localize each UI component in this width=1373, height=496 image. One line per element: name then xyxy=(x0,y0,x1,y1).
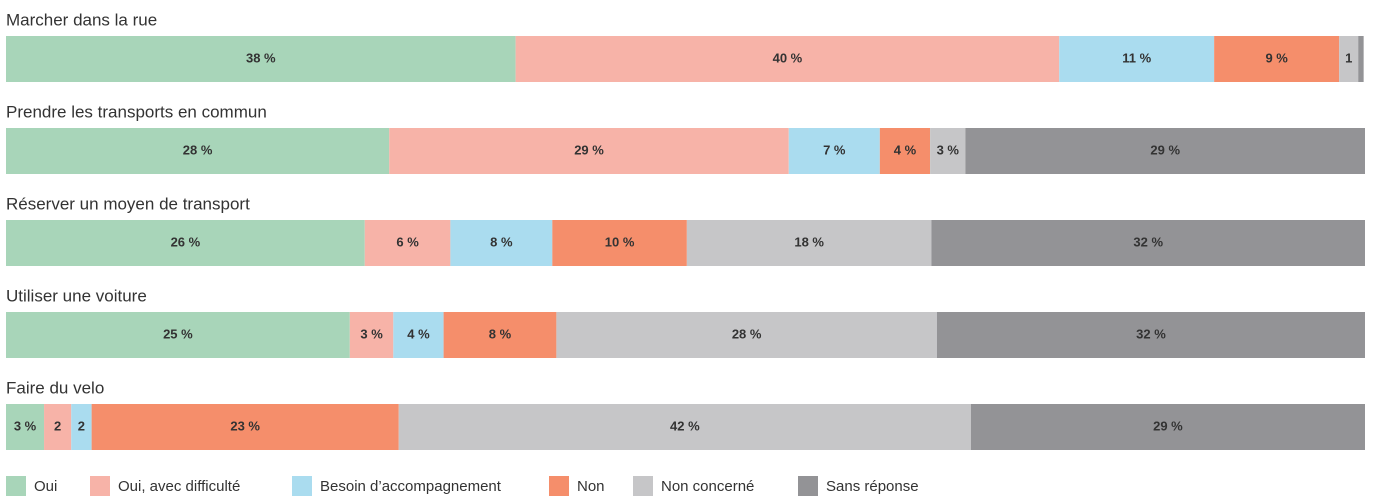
legend-swatch xyxy=(292,476,312,496)
data-label: 42 % xyxy=(670,418,700,433)
bar-segment xyxy=(44,404,72,450)
data-label: 7 % xyxy=(823,142,846,157)
bar-segment xyxy=(6,312,350,358)
legend-swatch xyxy=(633,476,653,496)
bar-segment xyxy=(965,128,1365,174)
bar-segment xyxy=(930,128,966,174)
data-label: 29 % xyxy=(1153,418,1183,433)
bar-segment xyxy=(788,128,880,174)
bar-segment xyxy=(6,404,45,450)
data-label: 1 xyxy=(1345,50,1352,65)
data-label: 18 % xyxy=(794,234,824,249)
bar-segment xyxy=(6,128,390,174)
bar-segment xyxy=(515,36,1060,82)
bar-segment xyxy=(552,220,687,266)
row-label: Faire du velo xyxy=(6,378,104,397)
row-label: Utiliser une voiture xyxy=(6,286,147,305)
bar-segment xyxy=(349,312,394,358)
bar-segment xyxy=(6,220,365,266)
bar-segment xyxy=(936,312,1365,358)
bar-segment xyxy=(1059,36,1215,82)
bar-segment xyxy=(6,36,516,82)
bar-segment xyxy=(389,128,789,174)
data-label: 4 % xyxy=(894,142,917,157)
data-label: 40 % xyxy=(773,50,803,65)
legend-swatch xyxy=(6,476,26,496)
data-label: 6 % xyxy=(396,234,419,249)
data-label: 28 % xyxy=(732,326,762,341)
row-label: Réserver un moyen de transport xyxy=(6,194,250,213)
bar-segment xyxy=(91,404,399,450)
legend-swatch xyxy=(549,476,569,496)
legend-label: Oui xyxy=(34,478,57,495)
data-label: 3 % xyxy=(937,142,960,157)
data-label: 23 % xyxy=(230,418,260,433)
data-label: 11 % xyxy=(1122,50,1151,65)
bar-segment xyxy=(879,128,931,174)
bar-segment xyxy=(71,404,92,450)
bar-segment xyxy=(931,220,1365,266)
legend-label: Non concerné xyxy=(661,478,754,495)
bar-segment xyxy=(1214,36,1340,82)
row-label: Prendre les transports en commun xyxy=(6,102,267,121)
data-label: 2 xyxy=(78,418,85,433)
legend-swatch xyxy=(798,476,818,496)
bar-segment xyxy=(393,312,444,358)
data-label: 3 % xyxy=(14,418,37,433)
bar-segment xyxy=(970,404,1365,450)
data-label: 32 % xyxy=(1136,326,1166,341)
data-label: 28 % xyxy=(183,142,213,157)
bar-segment xyxy=(686,220,932,266)
legend-label: Besoin d’accompagnement xyxy=(320,478,502,495)
data-label: 10 % xyxy=(605,234,635,249)
data-label: 2 xyxy=(54,418,61,433)
bar-segment xyxy=(398,404,971,450)
legend-label: Non xyxy=(577,478,605,495)
data-label: 26 % xyxy=(171,234,201,249)
legend-label: Oui, avec difficulté xyxy=(118,478,240,495)
data-label: 8 % xyxy=(490,234,513,249)
data-label: 29 % xyxy=(574,142,604,157)
bar-segment xyxy=(450,220,553,266)
legend-swatch xyxy=(90,476,110,496)
data-label: 29 % xyxy=(1150,142,1180,157)
bar-segment xyxy=(364,220,451,266)
legend-label: Sans réponse xyxy=(826,478,919,495)
data-label: 9 % xyxy=(1265,50,1288,65)
bar-segment xyxy=(1358,36,1364,82)
bar-segment xyxy=(1339,36,1359,82)
data-label: 8 % xyxy=(489,326,512,341)
row-label: Marcher dans la rue xyxy=(6,10,157,29)
data-label: 38 % xyxy=(246,50,276,65)
data-label: 32 % xyxy=(1133,234,1163,249)
data-label: 3 % xyxy=(360,326,383,341)
bar-segment xyxy=(443,312,557,358)
data-label: 4 % xyxy=(407,326,430,341)
bar-segment xyxy=(556,312,937,358)
data-label: 25 % xyxy=(163,326,193,341)
